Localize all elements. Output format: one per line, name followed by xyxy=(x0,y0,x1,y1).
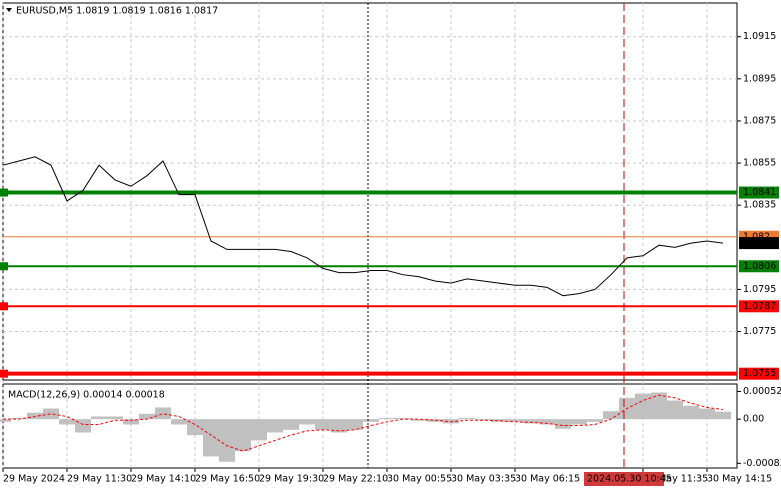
macd-y-tick-label: 0.00 xyxy=(743,414,764,425)
macd-bar xyxy=(219,419,235,462)
level-marker xyxy=(0,302,8,311)
macd-bar xyxy=(475,419,491,421)
macd-bar xyxy=(699,408,715,420)
level-marker xyxy=(0,369,8,378)
macd-bar xyxy=(427,419,443,422)
macd-bar xyxy=(635,393,651,420)
macd-bar xyxy=(587,419,603,422)
macd-bar xyxy=(443,419,459,424)
macd-bar xyxy=(155,407,171,420)
y-tick-label: 1.0855 xyxy=(743,158,776,169)
x-tick-label: 30 May 06:15 xyxy=(515,474,580,485)
current-price-bg xyxy=(739,237,779,250)
level-marker xyxy=(0,188,8,197)
macd-bar xyxy=(507,419,523,422)
macd-bar xyxy=(683,405,699,420)
x-tick-label: 29 May 14:10 xyxy=(131,474,196,485)
macd-bar xyxy=(299,419,315,425)
macd-bar xyxy=(363,419,379,422)
y-tick-label: 1.0775 xyxy=(743,326,776,337)
macd-bar xyxy=(235,419,251,452)
macd-bar xyxy=(667,400,683,420)
y-tick-label: 1.0795 xyxy=(743,284,776,295)
macd-bar xyxy=(331,419,347,433)
macd-bar xyxy=(715,411,731,420)
macd-bar xyxy=(123,419,139,425)
macd-bar xyxy=(107,416,123,420)
macd-bar xyxy=(283,419,299,430)
macd-bar xyxy=(267,419,283,433)
x-tick-label: 29 May 19:30 xyxy=(259,474,324,485)
macd-bar xyxy=(139,413,155,420)
macd-bar xyxy=(491,419,507,422)
level-label-bg xyxy=(739,300,779,313)
macd-bar xyxy=(603,411,619,420)
macd-bar xyxy=(651,392,667,420)
y-tick-label: 1.0875 xyxy=(743,115,776,126)
macd-bar xyxy=(75,419,91,433)
macd-bar xyxy=(555,419,571,429)
x-tick-label: 29 May 2024 xyxy=(3,474,65,485)
macd-bar xyxy=(459,418,475,420)
macd-bar xyxy=(187,419,203,436)
level-label: 1.0841 xyxy=(743,187,776,198)
x-tick-label: 30 May 11:35 xyxy=(643,474,708,485)
macd-bar xyxy=(171,419,187,425)
level-marker xyxy=(0,262,8,271)
level-label-bg xyxy=(739,260,779,273)
macd-bar xyxy=(27,412,43,420)
x-tick-label: 29 May 16:50 xyxy=(195,474,260,485)
x-tick-label: 30 May 00:55 xyxy=(387,474,452,485)
macd-bar xyxy=(43,408,59,420)
x-tick-label: 30 May 03:35 xyxy=(451,474,516,485)
x-tick-label: 29 May 11:30 xyxy=(67,474,132,485)
current-price-label: 1.0817 xyxy=(743,238,776,249)
macd-bar xyxy=(411,419,427,421)
macd-bar xyxy=(59,419,75,425)
y-tick-label: 1.0915 xyxy=(743,31,776,42)
macd-y-tick-label: 0.00052 xyxy=(743,386,781,397)
macd-bar xyxy=(395,418,411,420)
level-label: 1.0787 xyxy=(743,301,776,312)
crosshair-label: 2024.05.30 10:45 xyxy=(587,474,672,485)
x-tick-label: 29 May 22:10 xyxy=(323,474,388,485)
level-label: 1.0755 xyxy=(743,368,776,379)
crosshair-label-bg xyxy=(584,472,664,486)
macd-bar xyxy=(379,418,395,420)
ask-label: 1.082 xyxy=(743,231,770,242)
y-tick-label: 1.0895 xyxy=(743,73,776,84)
macd-signal xyxy=(3,394,724,452)
level-label-bg xyxy=(739,186,779,199)
macd-bar xyxy=(203,419,219,457)
macd-bar xyxy=(347,419,363,430)
macd-bar xyxy=(91,416,107,420)
macd-title: MACD(12,26,9) 0.00014 0.00018 xyxy=(8,390,165,401)
price-line xyxy=(2,156,724,297)
macd-bar xyxy=(523,419,539,424)
title-arrow xyxy=(6,8,12,12)
macd-bar xyxy=(0,419,11,422)
level-label: 1.0806 xyxy=(743,261,776,272)
macd-bar xyxy=(251,419,267,441)
macd-bar xyxy=(571,419,587,425)
y-tick-label: 1.0835 xyxy=(743,200,776,211)
chart-title: EURUSD,M5 1.0819 1.0819 1.0816 1.0817 xyxy=(16,6,218,17)
macd-y-tick-label: -0.00083 xyxy=(743,458,781,469)
x-tick-label: 30 May 14:15 xyxy=(707,474,772,485)
level-label-bg xyxy=(739,367,779,380)
macd-bar xyxy=(539,419,555,425)
macd-bar xyxy=(11,418,27,420)
macd-bar xyxy=(315,419,331,430)
